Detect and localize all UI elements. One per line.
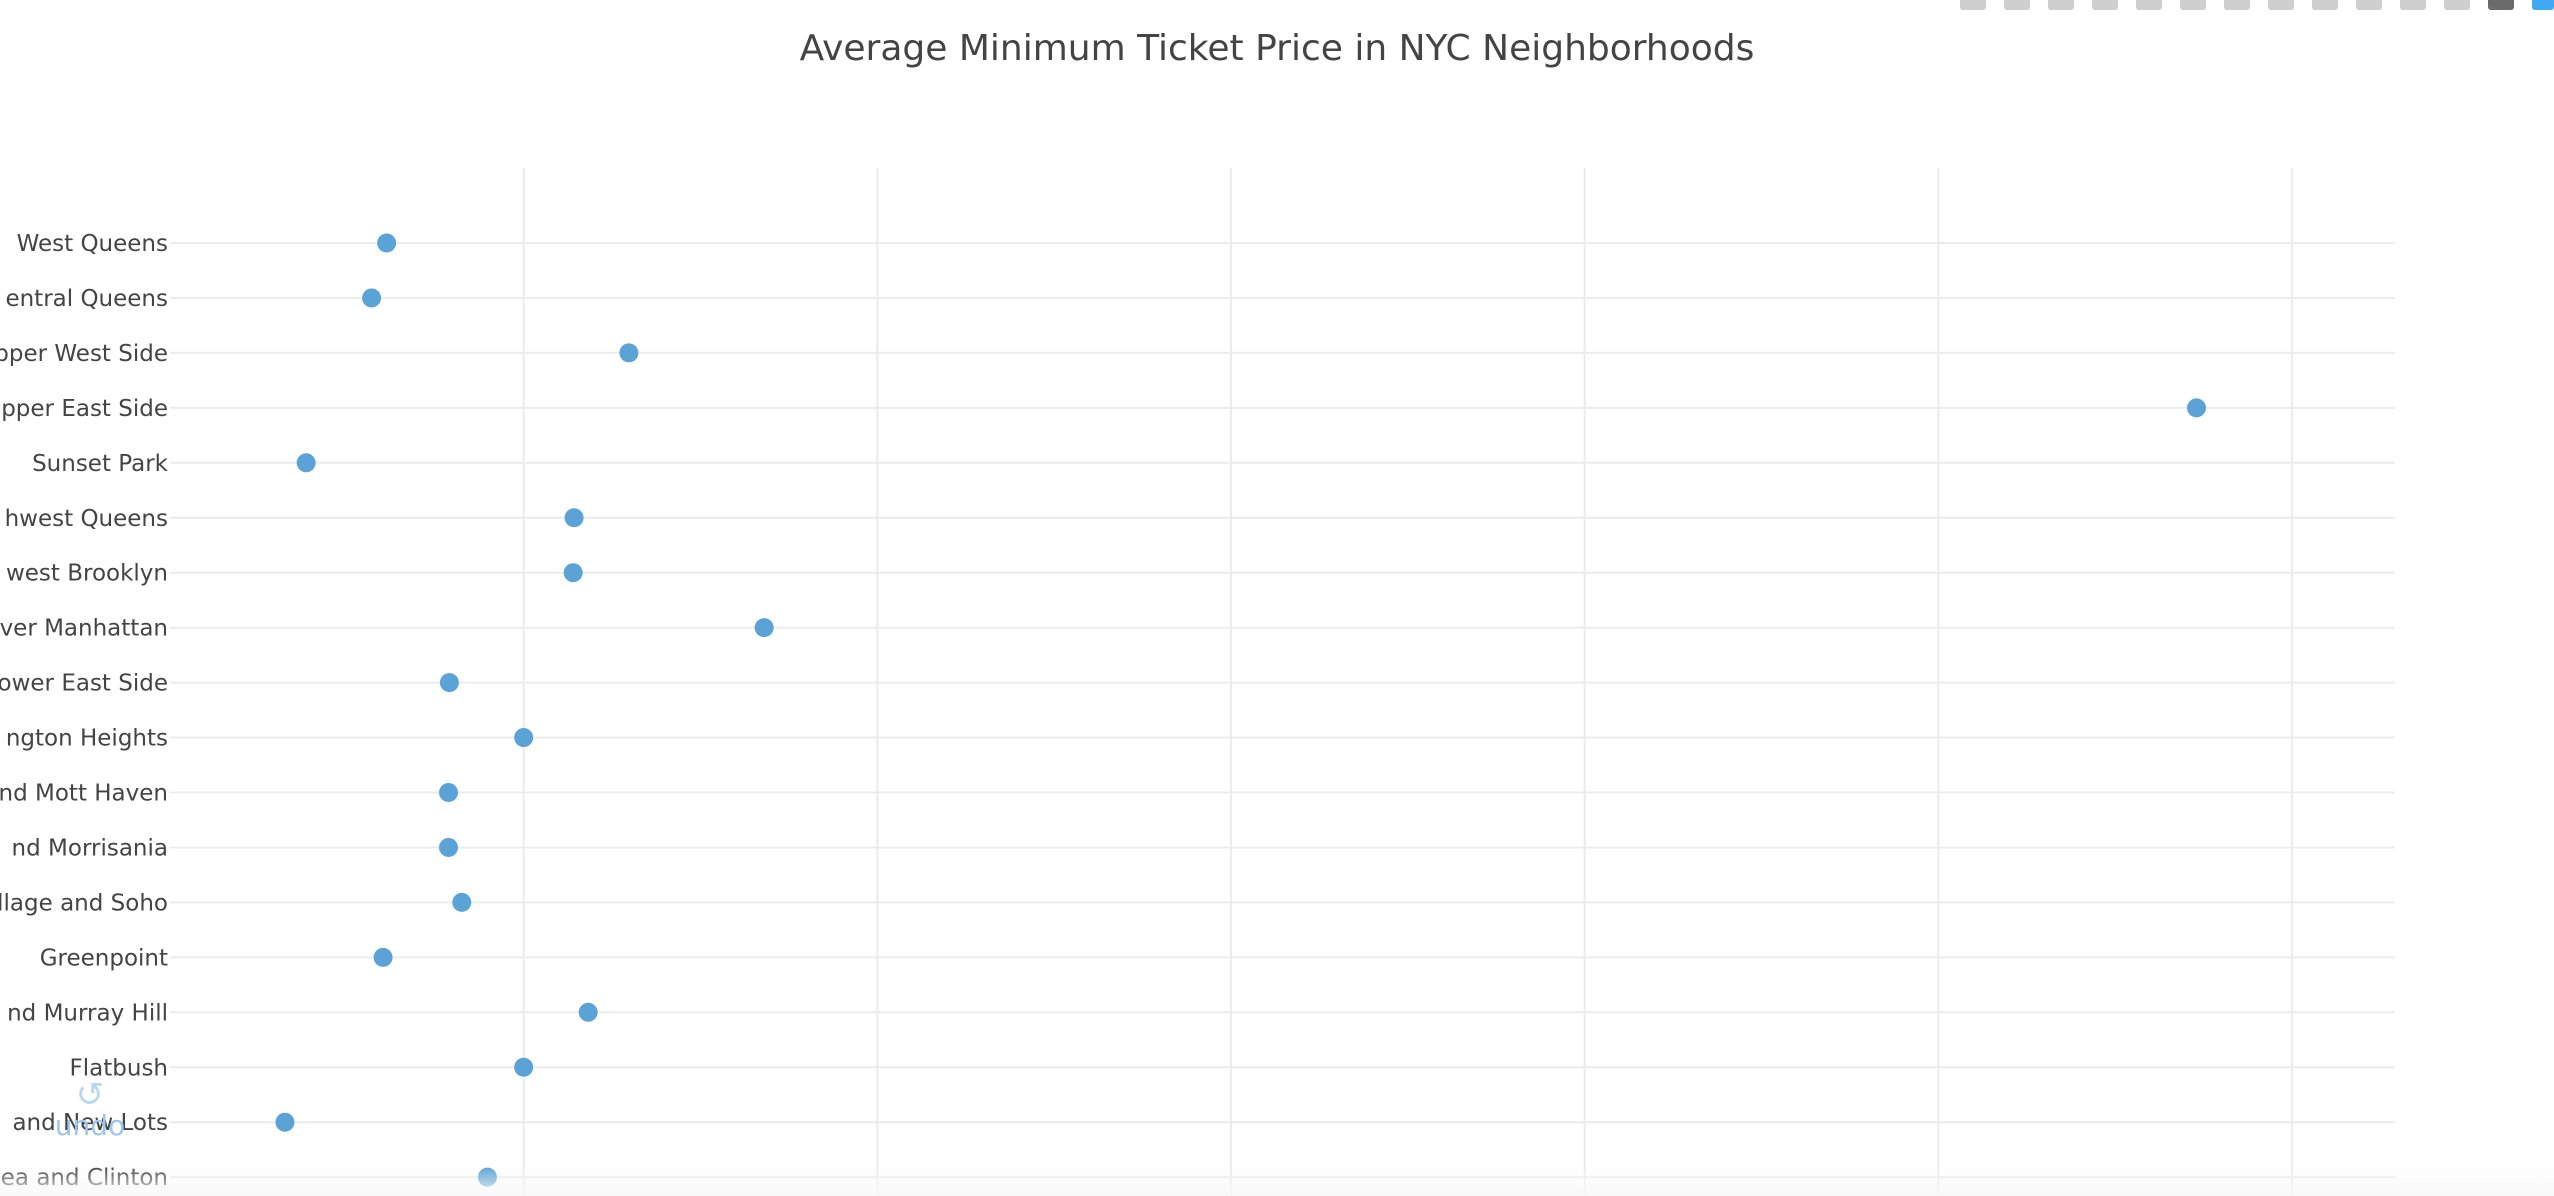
y-tick-label: Sunset Park [32,451,169,477]
data-point[interactable] [439,673,459,693]
save-icon[interactable] [2004,0,2030,10]
undo-button[interactable]: ↺ undo [52,1078,128,1140]
data-point[interactable] [754,618,774,638]
chart-title: Average Minimum Ticket Price in NYC Neig… [799,28,1755,69]
y-tick-label: hwest Queens [5,506,168,532]
data-point[interactable] [362,288,382,308]
undo-icon: ↺ [75,1075,105,1115]
y-tick-label: ngton Heights [6,726,168,752]
data-point[interactable] [439,837,459,857]
data-point[interactable] [564,508,584,528]
y-tick-label: West Queens [17,231,168,257]
zoom-in-icon[interactable] [2224,0,2250,10]
spike-lines-icon[interactable] [2400,0,2426,10]
data-point[interactable] [514,728,534,748]
camera-icon[interactable] [1960,0,1986,10]
data-point[interactable] [296,453,316,473]
plotly-logo-icon[interactable] [2532,0,2554,10]
data-point[interactable] [514,1057,534,1077]
data-point[interactable] [377,233,397,253]
data-points[interactable] [275,233,2207,1187]
data-point[interactable] [619,343,639,363]
y-gridlines [170,242,2395,1179]
y-tick-label: entral Queens [5,286,168,312]
pan-icon[interactable] [2092,0,2118,10]
data-point[interactable] [452,892,472,912]
zoom-out-icon[interactable] [2268,0,2294,10]
y-tick-label: nd Murray Hill [7,1000,168,1026]
y-tick-label: and New Lots [12,1110,168,1136]
modebar[interactable] [1960,0,2554,14]
y-tick-label: nd Morrisania [12,835,168,861]
zoom-icon[interactable] [2048,0,2074,10]
reset-axes-icon[interactable] [2356,0,2382,10]
data-point[interactable] [2187,398,2207,418]
hover-closest-icon[interactable] [2444,0,2470,10]
y-tick-labels: West Queens entral Queens pper West Side pp… [0,231,169,1191]
y-tick-label: llage and Soho [0,890,168,916]
autoscale-icon[interactable] [2312,0,2338,10]
y-tick-label: Flatbush [70,1055,168,1081]
bottom-fade [0,1166,2554,1196]
data-point[interactable] [275,1112,295,1132]
y-tick-label: west Brooklyn [6,561,168,587]
y-tick-label: nd Mott Haven [0,781,168,807]
y-tick-label: ver Manhattan [0,616,168,642]
comment-icon[interactable] [2180,0,2206,10]
lasso-select-icon[interactable] [2136,0,2162,10]
data-point[interactable] [563,563,583,583]
y-tick-label: pper East Side [1,396,168,422]
hover-compare-icon[interactable] [2488,0,2514,10]
data-point[interactable] [373,947,393,967]
y-tick-label: Greenpoint [40,945,168,971]
y-tick-label: pper West Side [0,341,168,367]
data-point[interactable] [578,1002,598,1022]
data-point[interactable] [439,783,459,802]
y-tick-label: ower East Side [0,671,168,697]
undo-label: undo [54,1109,126,1142]
